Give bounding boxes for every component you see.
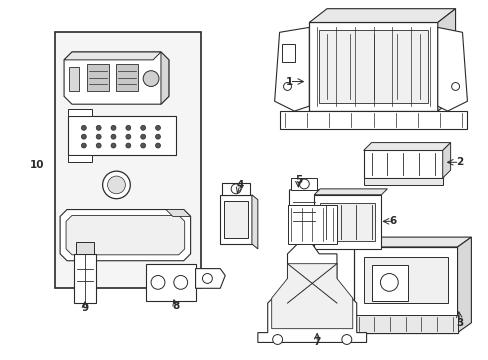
Polygon shape bbox=[68, 116, 175, 156]
Polygon shape bbox=[308, 9, 455, 22]
Polygon shape bbox=[442, 143, 450, 178]
Circle shape bbox=[125, 134, 130, 139]
Polygon shape bbox=[222, 183, 249, 195]
Polygon shape bbox=[251, 195, 257, 249]
Circle shape bbox=[96, 134, 101, 139]
Polygon shape bbox=[289, 190, 325, 239]
Text: 2: 2 bbox=[455, 157, 462, 167]
Circle shape bbox=[107, 176, 125, 194]
Polygon shape bbox=[271, 264, 352, 329]
Text: 8: 8 bbox=[172, 301, 179, 311]
Circle shape bbox=[380, 274, 397, 291]
Circle shape bbox=[299, 179, 308, 189]
Polygon shape bbox=[116, 64, 138, 91]
Polygon shape bbox=[146, 264, 195, 301]
Circle shape bbox=[111, 143, 116, 148]
Circle shape bbox=[341, 334, 351, 345]
Polygon shape bbox=[319, 30, 427, 103]
Polygon shape bbox=[68, 156, 92, 162]
Text: 9: 9 bbox=[81, 303, 88, 313]
Circle shape bbox=[155, 134, 160, 139]
Circle shape bbox=[125, 125, 130, 130]
Polygon shape bbox=[55, 32, 200, 288]
Polygon shape bbox=[195, 269, 225, 288]
Circle shape bbox=[111, 134, 116, 139]
Circle shape bbox=[141, 125, 145, 130]
Text: 6: 6 bbox=[389, 216, 396, 226]
Polygon shape bbox=[363, 150, 442, 178]
Circle shape bbox=[111, 125, 116, 130]
Polygon shape bbox=[87, 64, 108, 91]
Circle shape bbox=[272, 334, 282, 345]
Circle shape bbox=[141, 134, 145, 139]
Polygon shape bbox=[224, 201, 247, 238]
Circle shape bbox=[451, 82, 459, 90]
Polygon shape bbox=[314, 189, 386, 195]
Polygon shape bbox=[353, 315, 457, 333]
Circle shape bbox=[173, 275, 187, 289]
Polygon shape bbox=[64, 52, 161, 60]
Polygon shape bbox=[457, 237, 470, 333]
Circle shape bbox=[125, 143, 130, 148]
Polygon shape bbox=[161, 52, 168, 104]
Circle shape bbox=[141, 143, 145, 148]
Polygon shape bbox=[68, 109, 92, 116]
Polygon shape bbox=[363, 143, 450, 150]
Polygon shape bbox=[67, 210, 190, 216]
Polygon shape bbox=[437, 9, 455, 111]
Circle shape bbox=[283, 82, 291, 90]
Polygon shape bbox=[437, 27, 467, 111]
Polygon shape bbox=[257, 244, 366, 342]
Circle shape bbox=[81, 134, 86, 139]
Polygon shape bbox=[363, 178, 442, 185]
Polygon shape bbox=[363, 257, 447, 303]
Polygon shape bbox=[353, 247, 457, 333]
Circle shape bbox=[102, 171, 130, 199]
Polygon shape bbox=[308, 22, 437, 111]
Polygon shape bbox=[281, 44, 295, 62]
Polygon shape bbox=[220, 195, 251, 244]
Polygon shape bbox=[287, 204, 336, 244]
Polygon shape bbox=[291, 178, 317, 190]
Polygon shape bbox=[74, 254, 96, 303]
Polygon shape bbox=[64, 52, 168, 104]
Polygon shape bbox=[279, 111, 467, 129]
Circle shape bbox=[96, 125, 101, 130]
Circle shape bbox=[155, 143, 160, 148]
Text: 4: 4 bbox=[236, 180, 243, 190]
Text: 10: 10 bbox=[30, 160, 44, 170]
Polygon shape bbox=[60, 210, 190, 261]
Polygon shape bbox=[314, 195, 381, 249]
Circle shape bbox=[81, 143, 86, 148]
Text: 5: 5 bbox=[294, 175, 302, 185]
Polygon shape bbox=[320, 203, 375, 241]
Polygon shape bbox=[274, 27, 308, 111]
Circle shape bbox=[96, 143, 101, 148]
Polygon shape bbox=[69, 67, 79, 91]
Circle shape bbox=[81, 125, 86, 130]
Circle shape bbox=[202, 274, 212, 283]
Polygon shape bbox=[353, 237, 470, 247]
Text: 7: 7 bbox=[313, 337, 320, 347]
Circle shape bbox=[231, 184, 241, 194]
Polygon shape bbox=[66, 215, 184, 255]
Polygon shape bbox=[76, 242, 94, 254]
Circle shape bbox=[155, 125, 160, 130]
Circle shape bbox=[143, 71, 159, 86]
Text: 1: 1 bbox=[285, 77, 292, 86]
Text: 3: 3 bbox=[455, 318, 462, 328]
Circle shape bbox=[151, 275, 164, 289]
Polygon shape bbox=[371, 265, 407, 301]
